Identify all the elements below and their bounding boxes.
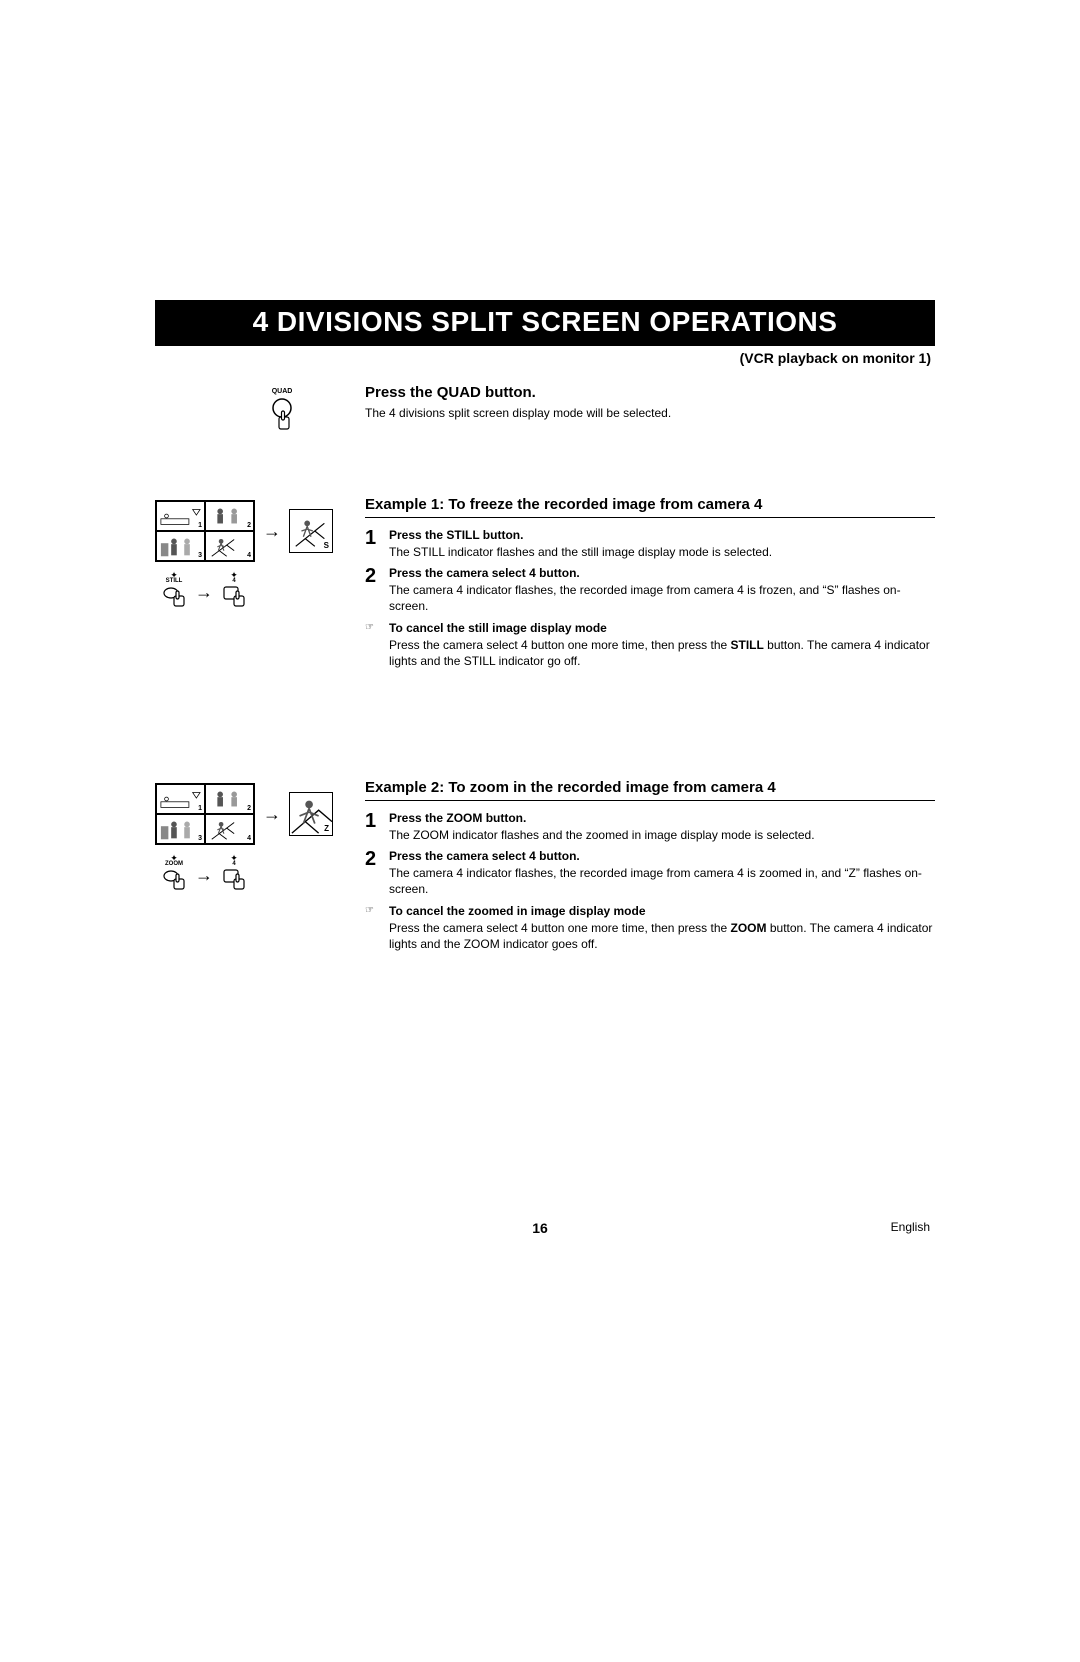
example2-section: 1 2 3 4 → bbox=[155, 779, 935, 952]
note-text-bold: ZOOM bbox=[731, 921, 767, 935]
intro-text: The 4 divisions split screen display mod… bbox=[365, 405, 935, 421]
step-text: The ZOOM indicator flashes and the zoome… bbox=[389, 827, 935, 843]
camera4-key-icon: ✦ 4 bbox=[221, 855, 247, 895]
note-head: To cancel the zoomed in image display mo… bbox=[389, 904, 935, 918]
cell-num: 2 bbox=[247, 522, 251, 529]
quad-cell-3: 3 bbox=[156, 814, 205, 844]
cell-num: 2 bbox=[247, 805, 251, 812]
language-label: English bbox=[891, 1220, 930, 1234]
cell-num: 4 bbox=[247, 835, 251, 842]
popout-letter: Z bbox=[324, 824, 329, 833]
cell-num: 4 bbox=[247, 552, 251, 559]
example2-title: Example 2: To zoom in the recorded image… bbox=[365, 779, 935, 796]
quad-split-icon: 1 2 3 4 bbox=[155, 500, 255, 562]
quad-split-icon: 1 2 3 4 bbox=[155, 783, 255, 845]
page-title-bar: 4 DIVISIONS SPLIT SCREEN OPERATIONS bbox=[155, 300, 935, 346]
camera4-key-icon: ✦ 4 bbox=[221, 572, 247, 612]
example1-keys: ✦ STILL → ✦ 4 bbox=[161, 572, 355, 612]
arrow-right-icon: → bbox=[263, 522, 281, 540]
step-text: The camera 4 indicator flashes, the reco… bbox=[389, 865, 935, 897]
quad-button-icon: QUAD bbox=[265, 388, 299, 436]
example2-grid-row: 1 2 3 4 → bbox=[155, 783, 355, 845]
zoom-popout-icon: Z bbox=[289, 792, 333, 836]
step-number: 1 bbox=[365, 811, 389, 831]
intro-illustration: QUAD bbox=[155, 384, 355, 436]
example2-step-1: 1 Press the ZOOM button. The ZOOM indica… bbox=[365, 811, 935, 843]
example1-illustration: 1 2 3 4 → bbox=[155, 496, 355, 612]
manual-page: 4 DIVISIONS SPLIT SCREEN OPERATIONS (VCR… bbox=[155, 300, 935, 952]
cell-num: 3 bbox=[198, 552, 202, 559]
example1-title: Example 1: To freeze the recorded image … bbox=[365, 496, 935, 513]
example2-keys: ✦ ZOOM → ✦ 4 bbox=[161, 855, 355, 895]
page-title: 4 DIVISIONS SPLIT SCREEN OPERATIONS bbox=[253, 306, 838, 337]
example2-rule bbox=[365, 800, 935, 801]
quad-cell-2: 2 bbox=[205, 501, 254, 531]
example1-step-1: 1 Press the STILL button. The STILL indi… bbox=[365, 528, 935, 560]
note-text: Press the camera select 4 button one mor… bbox=[389, 637, 935, 669]
quad-cell-1: 1 bbox=[156, 784, 205, 814]
popout-letter: S bbox=[324, 541, 329, 550]
example1-grid-row: 1 2 3 4 → bbox=[155, 500, 355, 562]
note-text-before: Press the camera select 4 button one mor… bbox=[389, 921, 731, 935]
intro-text-col: Press the QUAD button. The 4 divisions s… bbox=[355, 384, 935, 421]
button-press-icon bbox=[265, 397, 299, 431]
page-number: 16 bbox=[532, 1220, 548, 1236]
step-head: Press the STILL button. bbox=[389, 528, 935, 542]
zoom-key-label: ZOOM bbox=[161, 861, 187, 867]
cell-num: 3 bbox=[198, 835, 202, 842]
camera4-key-label: 4 bbox=[221, 578, 247, 584]
intro-section: QUAD Press the QUAD button. The 4 divisi… bbox=[155, 384, 935, 436]
quad-cell-4: 4 bbox=[205, 531, 254, 561]
example1-section: 1 2 3 4 → bbox=[155, 496, 935, 669]
still-key-icon: ✦ STILL bbox=[161, 572, 187, 612]
quad-label: QUAD bbox=[265, 388, 299, 395]
example1-rule bbox=[365, 517, 935, 518]
step-head: Press the camera select 4 button. bbox=[389, 566, 935, 580]
step-number: 1 bbox=[365, 528, 389, 548]
arrow-right-icon: → bbox=[195, 866, 213, 884]
example1-text-col: Example 1: To freeze the recorded image … bbox=[355, 496, 935, 669]
note-text-before: Press the camera select 4 button one mor… bbox=[389, 638, 731, 652]
note-text-bold: STILL bbox=[731, 638, 764, 652]
example1-step-2: 2 Press the camera select 4 button. The … bbox=[365, 566, 935, 614]
example2-step-2: 2 Press the camera select 4 button. The … bbox=[365, 849, 935, 897]
zoom-key-icon: ✦ ZOOM bbox=[161, 855, 187, 895]
intro-heading: Press the QUAD button. bbox=[365, 384, 935, 401]
arrow-right-icon: → bbox=[195, 583, 213, 601]
note-text: Press the camera select 4 button one mor… bbox=[389, 920, 935, 952]
freeze-popout-icon: S bbox=[289, 509, 333, 553]
quad-cell-2: 2 bbox=[205, 784, 254, 814]
step-head: Press the ZOOM button. bbox=[389, 811, 935, 825]
step-number: 2 bbox=[365, 566, 389, 586]
camera4-key-label: 4 bbox=[221, 861, 247, 867]
step-number: 2 bbox=[365, 849, 389, 869]
note-mark-icon: ☞ bbox=[365, 621, 389, 633]
quad-cell-4: 4 bbox=[205, 814, 254, 844]
example2-note: ☞ To cancel the zoomed in image display … bbox=[365, 904, 935, 952]
still-key-label: STILL bbox=[161, 578, 187, 584]
note-head: To cancel the still image display mode bbox=[389, 621, 935, 635]
example1-note: ☞ To cancel the still image display mode… bbox=[365, 621, 935, 669]
cell-num: 1 bbox=[198, 522, 202, 529]
step-head: Press the camera select 4 button. bbox=[389, 849, 935, 863]
note-mark-icon: ☞ bbox=[365, 904, 389, 916]
page-subhead: (VCR playback on monitor 1) bbox=[155, 350, 935, 366]
arrow-right-icon: → bbox=[263, 805, 281, 823]
cell-num: 1 bbox=[198, 805, 202, 812]
step-text: The camera 4 indicator flashes, the reco… bbox=[389, 582, 935, 614]
example2-illustration: 1 2 3 4 → bbox=[155, 779, 355, 895]
step-text: The STILL indicator flashes and the stil… bbox=[389, 544, 935, 560]
example2-text-col: Example 2: To zoom in the recorded image… bbox=[355, 779, 935, 952]
quad-cell-1: 1 bbox=[156, 501, 205, 531]
quad-cell-3: 3 bbox=[156, 531, 205, 561]
